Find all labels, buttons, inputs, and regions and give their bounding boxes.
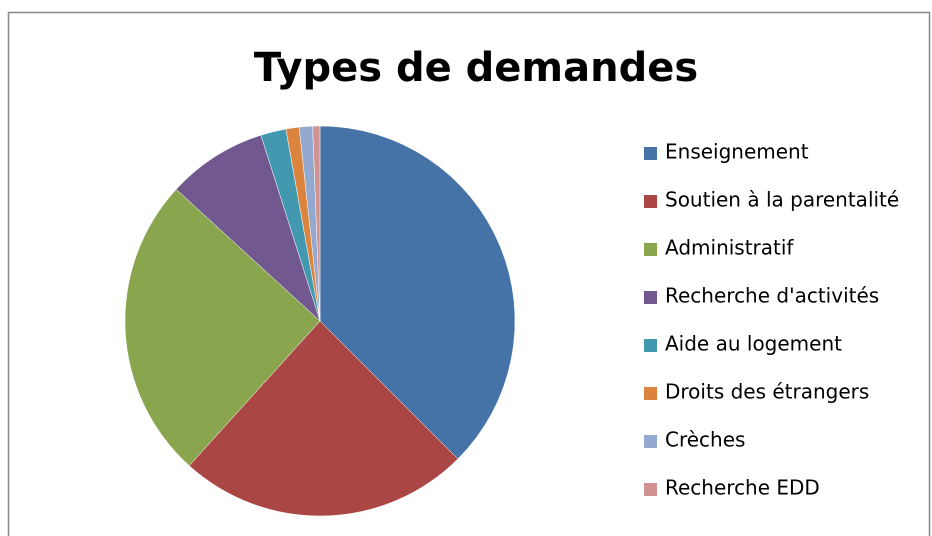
legend-swatch bbox=[644, 483, 657, 496]
pie-slice bbox=[312, 125, 321, 322]
legend-label: Administratif bbox=[665, 236, 794, 260]
legend-swatch bbox=[644, 243, 657, 256]
legend-label: Recherche d'activités bbox=[665, 284, 879, 308]
legend-swatch bbox=[644, 291, 657, 304]
pie-slice bbox=[319, 125, 516, 460]
pie-slice bbox=[175, 134, 321, 322]
legend-swatch bbox=[644, 339, 657, 352]
legend-swatch bbox=[644, 147, 657, 160]
chart-title: Types de demandes bbox=[254, 45, 698, 91]
legend-swatch bbox=[644, 435, 657, 448]
pie-slice bbox=[188, 320, 459, 517]
legend-swatch bbox=[644, 387, 657, 400]
legend-label: Crèches bbox=[665, 428, 745, 452]
legend-label: Recherche EDD bbox=[665, 476, 820, 500]
legend-label: Enseignement bbox=[665, 140, 809, 164]
legend-label: Aide au logement bbox=[665, 332, 842, 356]
legend-label: Soutien à la parentalité bbox=[665, 188, 899, 212]
pie-slice bbox=[124, 188, 321, 466]
legend-label: Droits des étrangers bbox=[665, 380, 869, 404]
legend-swatch bbox=[644, 195, 657, 208]
